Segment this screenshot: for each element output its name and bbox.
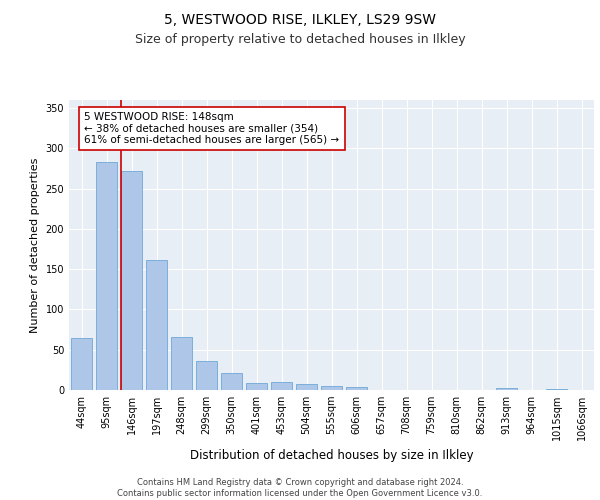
Y-axis label: Number of detached properties: Number of detached properties [30, 158, 40, 332]
Bar [546, 389, 567, 390]
Text: 5 WESTWOOD RISE: 148sqm
← 38% of detached houses are smaller (354)
61% of semi-d: 5 WESTWOOD RISE: 148sqm ← 38% of detache… [85, 112, 340, 146]
Bar [171, 337, 192, 390]
Bar [96, 162, 117, 390]
Text: Size of property relative to detached houses in Ilkley: Size of property relative to detached ho… [134, 32, 466, 46]
Bar [321, 386, 342, 390]
Bar [296, 384, 317, 390]
Bar [271, 382, 292, 390]
Bar [346, 387, 367, 390]
Bar [221, 373, 242, 390]
Bar [196, 361, 217, 390]
X-axis label: Distribution of detached houses by size in Ilkley: Distribution of detached houses by size … [190, 448, 473, 462]
Bar [246, 383, 267, 390]
Bar [496, 388, 517, 390]
Bar [121, 171, 142, 390]
Text: Contains HM Land Registry data © Crown copyright and database right 2024.
Contai: Contains HM Land Registry data © Crown c… [118, 478, 482, 498]
Bar [71, 338, 92, 390]
Bar [146, 260, 167, 390]
Text: 5, WESTWOOD RISE, ILKLEY, LS29 9SW: 5, WESTWOOD RISE, ILKLEY, LS29 9SW [164, 12, 436, 26]
